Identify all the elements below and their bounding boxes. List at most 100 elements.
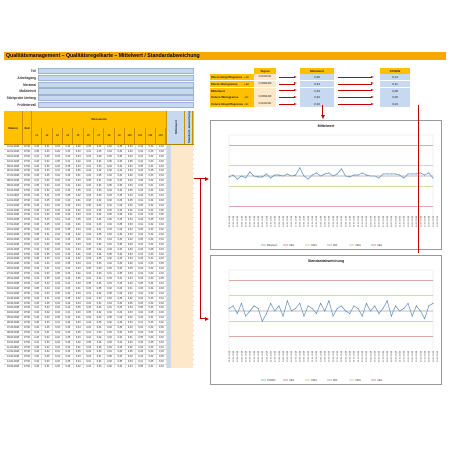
cell-value[interactable]: 0,34 [42,228,53,233]
cell-value[interactable]: 0,35 [74,189,84,193]
cell-value[interactable]: 0,31 [42,296,53,301]
cell-value[interactable]: 0,32 [53,335,64,340]
cell-date[interactable]: 28.01.2018 [4,277,23,281]
cell-value[interactable]: 0,34 [157,174,168,179]
cell-value[interactable]: 0,34 [63,306,74,311]
cell-value[interactable]: 0,34 [115,316,126,321]
cell-date[interactable]: 29.01.2018 [4,281,23,286]
cell-time[interactable]: 07:00 [23,242,32,247]
cell-time[interactable]: 07:00 [23,223,32,228]
cell-value[interactable]: 0,31 [126,335,136,340]
cell-value[interactable]: 0,33 [53,184,64,189]
cell-value[interactable]: 0,31 [94,325,105,330]
cell-value[interactable]: 0,34 [157,340,168,345]
cell-value[interactable]: 0,33 [146,335,157,340]
cell-date[interactable]: 08.01.2018 [4,179,23,184]
cell-value[interactable]: 0,34 [157,267,168,272]
cell-value[interactable]: 0,33 [74,267,84,272]
cell-value[interactable]: 0,35 [84,281,95,286]
cell-value[interactable]: 0,34 [146,208,157,213]
cell-value[interactable]: 0,33 [74,335,84,340]
cell-value[interactable]: 0,30 [126,149,136,154]
cell-value[interactable]: 0,33 [63,272,74,277]
cell-value[interactable]: 0,34 [136,262,147,267]
cell-date[interactable]: 13.01.2018 [4,203,23,208]
cell-time[interactable]: 07:00 [23,213,32,218]
cell-value[interactable]: 0,31 [157,281,168,286]
cell-value[interactable]: 0,32 [146,325,157,330]
cell-value[interactable]: 0,33 [63,233,74,237]
cell-value[interactable]: 0,35 [74,330,84,335]
cell-date[interactable]: 11.01.2018 [4,193,23,198]
cell-value[interactable]: 0,33 [32,281,43,286]
cell-value[interactable]: 0,33 [42,169,53,174]
cell-date[interactable]: 22.01.2018 [4,247,23,252]
cell-value[interactable]: 0,34 [32,360,43,365]
cell-value[interactable]: 0,34 [157,291,168,296]
cell-time[interactable]: 07:00 [23,218,32,223]
cell-value[interactable]: 0,33 [32,365,43,368]
cell-value[interactable]: 0,33 [32,252,43,257]
cell-value[interactable]: 0,34 [157,365,168,368]
cell-value[interactable]: 0,33 [94,316,105,321]
cell-time[interactable]: 07:00 [23,301,32,306]
cell-value[interactable]: 0,33 [136,301,147,306]
cell-value[interactable]: 0,35 [126,301,136,306]
cell-value[interactable]: 0,35 [157,213,168,218]
cell-value[interactable]: 0,33 [32,159,43,164]
cell-value[interactable]: 0,35 [32,149,43,154]
cell-value[interactable]: 0,35 [115,242,126,247]
cell-value[interactable]: 0,33 [53,193,64,198]
cell-value[interactable]: 0,33 [63,286,74,291]
cell-value[interactable]: 0,35 [157,355,168,360]
cell-value[interactable]: 0,35 [74,218,84,223]
cell-value[interactable]: 0,33 [105,233,116,237]
cell-value[interactable]: 0,33 [115,213,126,218]
cell-value[interactable]: 0,34 [126,257,136,262]
cell-value[interactable]: 0,35 [136,365,147,368]
cell-value[interactable]: 0,33 [42,291,53,296]
cell-value[interactable]: 0,34 [42,184,53,189]
cell-value[interactable]: 0,35 [42,277,53,281]
cell-value[interactable]: 0,35 [105,355,116,360]
cell-time[interactable]: 07:00 [23,203,32,208]
cell-value[interactable]: 0,32 [94,335,105,340]
cell-value[interactable]: 0,32 [105,365,116,368]
cell-value[interactable]: 0,33 [136,286,147,291]
cell-value[interactable]: 0,32 [94,247,105,252]
cell-value[interactable]: 0,34 [136,355,147,360]
cell-value[interactable]: 0,32 [115,281,126,286]
cell-value[interactable]: 0,33 [94,237,105,242]
cell-time[interactable]: 07:00 [23,247,32,252]
cell-value[interactable]: 0,30 [94,267,105,272]
cell-value[interactable]: 0,29 [74,145,84,149]
cell-value[interactable]: 0,34 [136,184,147,189]
cell-value[interactable]: 0,34 [84,272,95,277]
cell-value[interactable]: 0,33 [42,257,53,262]
cell-value[interactable]: 0,33 [146,252,157,257]
cell-time[interactable]: 07:00 [23,272,32,277]
cell-date[interactable]: 14.01.2018 [4,208,23,213]
cell-value[interactable]: 0,35 [115,193,126,198]
cell-value[interactable]: 0,34 [115,286,126,291]
cell-date[interactable]: 15.02.2018 [4,365,23,368]
cell-value[interactable]: 0,33 [157,311,168,316]
cell-value[interactable]: 0,35 [136,228,147,233]
cell-value[interactable]: 0,34 [126,169,136,174]
cell-value[interactable]: 0,32 [74,340,84,345]
cell-time[interactable]: 07:00 [23,340,32,345]
cell-value[interactable]: 0,31 [74,198,84,203]
cell-value[interactable]: 0,33 [84,228,95,233]
cell-value[interactable]: 0,34 [146,189,157,193]
cell-value[interactable]: 0,33 [94,272,105,277]
cell-value[interactable]: 0,33 [115,218,126,223]
cell-value[interactable]: 0,33 [84,252,95,257]
cell-date[interactable]: 12.02.2018 [4,350,23,355]
cell-value[interactable]: 0,34 [146,286,157,291]
cell-value[interactable]: 0,34 [32,311,43,316]
cell-value[interactable]: 0,33 [53,277,64,281]
cell-value[interactable]: 0,35 [53,159,64,164]
cell-value[interactable]: 0,32 [84,277,95,281]
cell-value[interactable]: 0,33 [74,242,84,247]
cell-time[interactable]: 07:00 [23,149,32,154]
